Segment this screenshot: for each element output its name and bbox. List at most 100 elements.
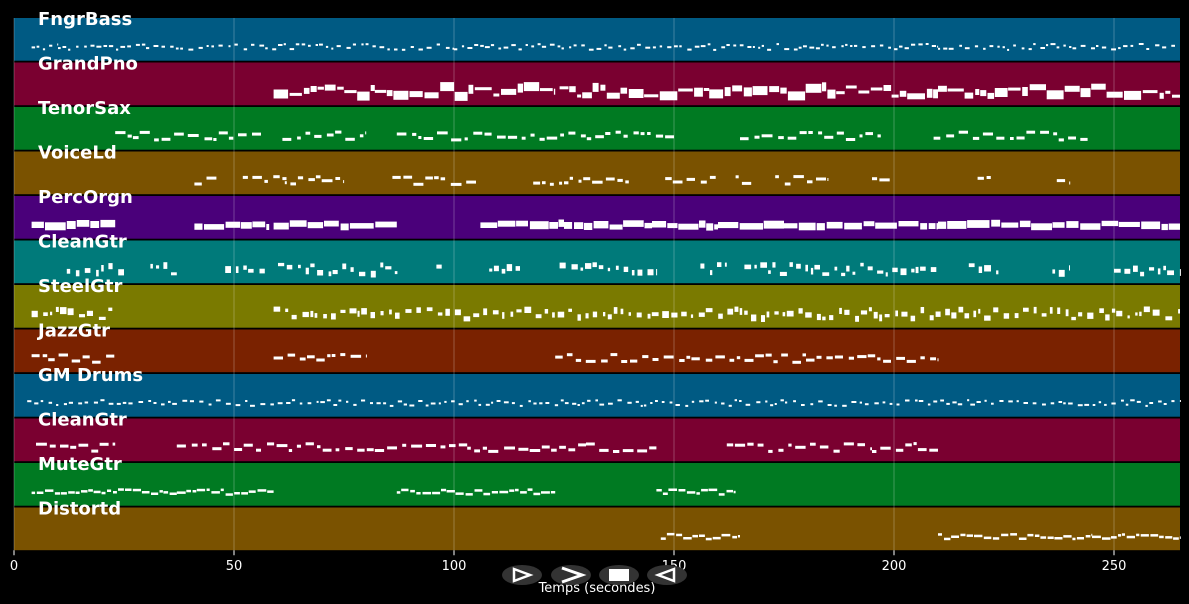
note — [859, 401, 862, 404]
note — [511, 402, 515, 405]
note — [780, 87, 787, 94]
note — [437, 131, 448, 135]
note — [889, 402, 893, 405]
note — [125, 488, 132, 491]
next-button[interactable] — [551, 565, 591, 585]
stop-button[interactable] — [599, 565, 639, 585]
note — [387, 48, 390, 51]
note — [1135, 312, 1138, 316]
note — [496, 400, 501, 402]
note — [1172, 94, 1180, 98]
note — [966, 534, 973, 537]
note — [844, 222, 862, 230]
note — [815, 47, 820, 50]
note — [317, 86, 324, 90]
note — [872, 177, 878, 181]
note — [206, 45, 209, 47]
note — [827, 404, 832, 406]
note — [290, 182, 296, 186]
note — [768, 270, 771, 274]
note — [340, 309, 346, 313]
note — [116, 402, 121, 405]
note — [633, 131, 639, 135]
note — [1173, 537, 1179, 540]
note — [342, 263, 347, 270]
note — [127, 45, 131, 48]
note — [636, 312, 642, 318]
note — [718, 493, 725, 496]
note — [411, 444, 423, 448]
note — [1008, 400, 1013, 403]
note — [628, 312, 631, 316]
note — [784, 48, 790, 51]
note — [865, 132, 873, 136]
note — [267, 442, 275, 446]
note — [27, 400, 32, 403]
note — [586, 137, 592, 141]
note — [273, 175, 280, 179]
note — [467, 446, 471, 450]
note — [473, 313, 480, 318]
note — [755, 354, 764, 358]
note — [307, 222, 324, 229]
note — [816, 313, 821, 321]
note — [436, 43, 440, 46]
note — [256, 448, 261, 452]
note — [365, 354, 367, 358]
note — [894, 48, 898, 51]
note — [1165, 536, 1173, 539]
note — [623, 266, 629, 272]
note — [752, 46, 755, 48]
note — [100, 219, 116, 228]
note — [1125, 403, 1129, 406]
note — [138, 401, 144, 403]
note — [488, 449, 499, 453]
note — [615, 265, 619, 270]
previous-button[interactable] — [647, 565, 687, 585]
note — [405, 309, 412, 313]
note — [507, 135, 518, 139]
note — [62, 46, 67, 48]
note — [220, 488, 224, 492]
note — [1010, 533, 1017, 536]
note — [252, 132, 261, 136]
note — [441, 488, 447, 492]
note — [84, 268, 91, 273]
note — [194, 223, 203, 230]
note — [874, 402, 879, 405]
note — [156, 265, 160, 269]
note — [810, 442, 816, 446]
note — [394, 48, 398, 51]
note — [1003, 313, 1010, 319]
track-7 — [14, 285, 1180, 328]
x-axis-title: Temps (secondes) — [538, 581, 656, 596]
note — [1104, 403, 1107, 406]
note — [235, 266, 239, 273]
note — [585, 263, 592, 269]
note — [96, 45, 102, 48]
note — [299, 402, 303, 405]
note — [940, 399, 944, 402]
note — [901, 311, 908, 317]
note — [1159, 535, 1164, 539]
note — [252, 221, 266, 228]
note — [153, 45, 159, 47]
note — [122, 401, 127, 404]
note — [852, 271, 856, 275]
note — [310, 86, 317, 92]
note — [31, 221, 44, 228]
note — [568, 448, 576, 452]
note — [1068, 402, 1073, 405]
note — [418, 400, 423, 402]
play-button[interactable] — [502, 565, 542, 585]
note — [91, 449, 99, 453]
note — [700, 263, 705, 269]
note — [834, 404, 837, 407]
note — [31, 46, 36, 49]
note — [583, 177, 591, 181]
note — [248, 490, 256, 493]
note — [747, 46, 752, 48]
note — [88, 489, 93, 492]
note — [241, 492, 248, 495]
note — [781, 353, 788, 357]
